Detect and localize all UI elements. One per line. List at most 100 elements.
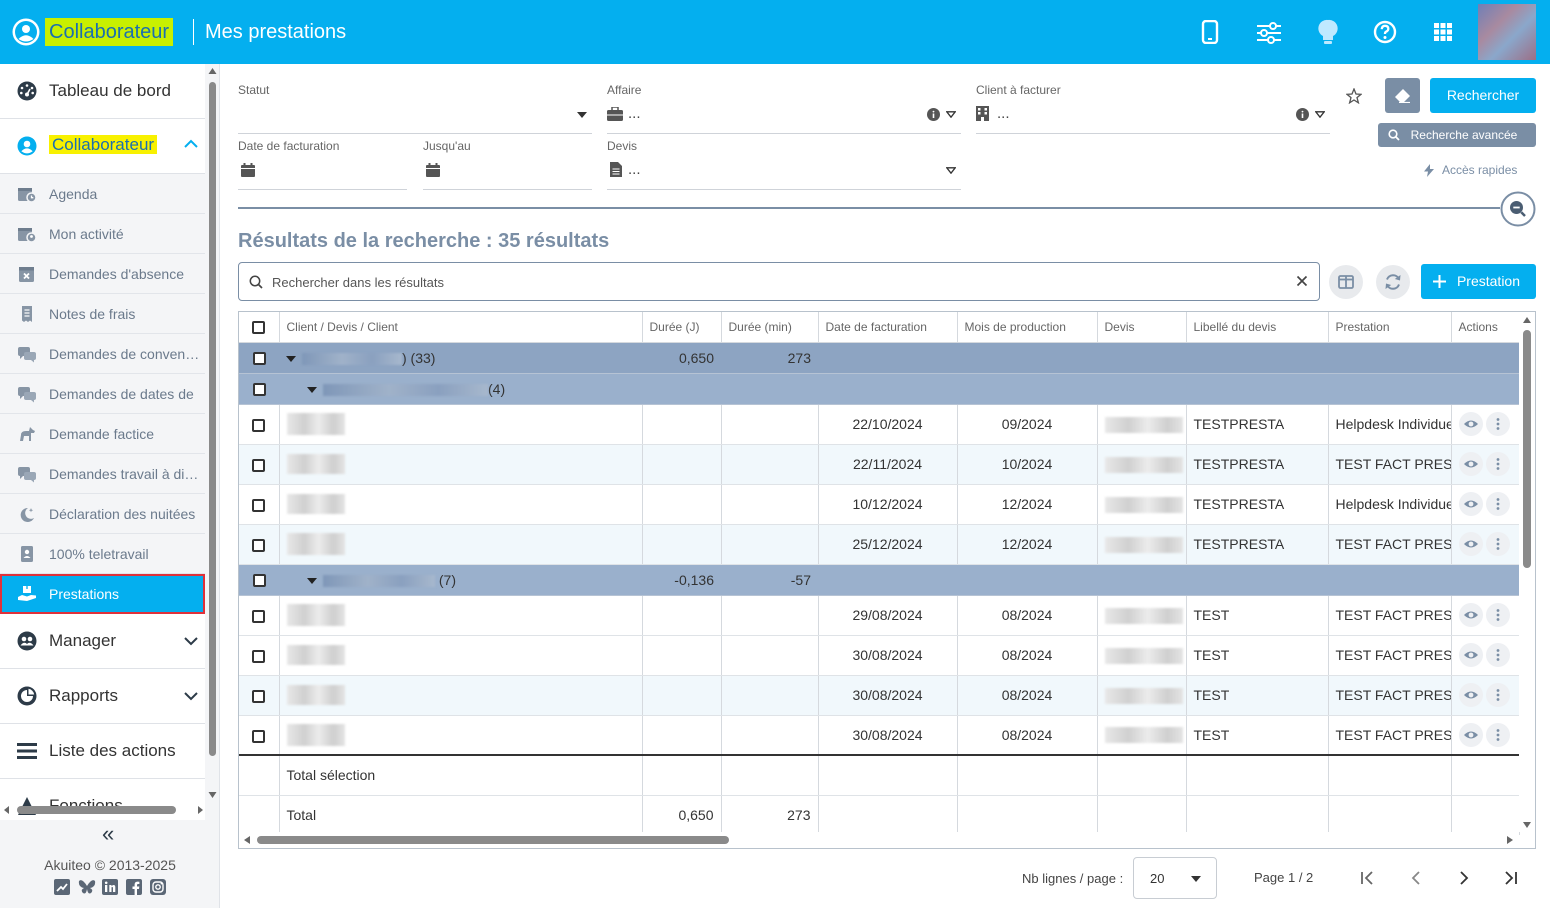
sidebar-item-demandes-absence[interactable]: Demandes d'absence	[0, 254, 205, 294]
row-checkbox-cell[interactable]	[239, 715, 280, 756]
eye-icon[interactable]	[1458, 492, 1483, 516]
chevron-down-icon[interactable]	[184, 636, 198, 646]
row-checkbox-cell[interactable]	[239, 635, 280, 676]
help-icon[interactable]	[1373, 20, 1397, 44]
column-header-devis[interactable]: Devis	[1097, 312, 1187, 343]
client-field[interactable]: ...	[976, 104, 1330, 134]
table-row[interactable]: 29/08/2024 08/2024 TEST TEST FACT PRESTA	[239, 595, 1520, 636]
caret-down-icon[interactable]	[1315, 111, 1325, 118]
avatar[interactable]	[1478, 4, 1536, 60]
close-icon[interactable]	[1296, 275, 1308, 287]
facebook-icon[interactable]	[126, 879, 142, 895]
previous-page-icon[interactable]	[1408, 870, 1424, 886]
collapse-sidebar-button[interactable]: «	[102, 821, 115, 846]
caret-down-icon[interactable]	[286, 355, 296, 362]
table-row[interactable]: 30/08/2024 08/2024 TEST TEST FACT PRESTA	[239, 675, 1520, 716]
lightbulb-icon[interactable]	[1318, 19, 1338, 47]
row-checkbox-cell[interactable]	[239, 342, 279, 374]
eye-icon[interactable]	[1458, 532, 1483, 556]
checkbox[interactable]	[252, 352, 266, 366]
sidebar-item-tableau-de-bord[interactable]: Tableau de bord	[0, 64, 205, 119]
more-vertical-icon[interactable]	[1486, 452, 1511, 476]
chevron-up-icon[interactable]	[184, 139, 198, 149]
checkbox[interactable]	[252, 574, 266, 588]
info-icon[interactable]	[927, 108, 940, 121]
eye-icon[interactable]	[1458, 452, 1483, 476]
select-all-checkbox[interactable]	[239, 312, 280, 343]
more-vertical-icon[interactable]	[1486, 532, 1511, 556]
eye-icon[interactable]	[1458, 722, 1483, 747]
column-header-libelle-devis[interactable]: Libellé du devis	[1186, 312, 1329, 343]
row-checkbox-cell[interactable]	[239, 373, 279, 405]
sidebar-item-mon-activite[interactable]: Mon activité	[0, 214, 205, 254]
sidebar-item-agenda[interactable]: Agenda	[0, 174, 205, 214]
advanced-search-button[interactable]: Recherche avancée	[1378, 123, 1536, 147]
analytics-icon[interactable]	[54, 879, 70, 895]
grid-horizontal-scrollbar[interactable]	[239, 832, 1519, 848]
group-row[interactable]: ) (33) 0,650 273	[239, 342, 1519, 374]
instagram-icon[interactable]	[150, 879, 166, 895]
checkbox[interactable]	[252, 609, 266, 623]
sidebar-item-collaborateur[interactable]: Collaborateur	[0, 119, 205, 174]
checkbox[interactable]	[252, 729, 266, 743]
grid-vertical-scrollbar[interactable]	[1519, 312, 1535, 832]
refresh-button[interactable]	[1376, 265, 1410, 299]
sidebar-item-demandes-travail-distance[interactable]: Demandes travail à distance	[0, 454, 205, 494]
checkbox[interactable]	[252, 418, 266, 432]
bluesky-icon[interactable]	[78, 879, 96, 895]
column-header-prestation[interactable]: Prestation	[1328, 312, 1452, 343]
sidebar-item-demandes-dates[interactable]: Demandes de dates de	[0, 374, 205, 414]
group-label[interactable]: (4)	[279, 373, 642, 405]
sidebar-scrollbar[interactable]	[207, 64, 218, 804]
table-row[interactable]: 25/12/2024 12/2024 TESTPRESTA TEST FACT …	[239, 524, 1520, 565]
sliders-icon[interactable]	[1256, 22, 1282, 44]
eye-icon[interactable]	[1458, 412, 1483, 436]
more-vertical-icon[interactable]	[1486, 492, 1511, 516]
group-label[interactable]: ) (33)	[279, 342, 642, 374]
more-vertical-icon[interactable]	[1486, 603, 1511, 627]
table-row[interactable]: 30/08/2024 08/2024 TEST TEST FACT PRESTA	[239, 635, 1520, 676]
checkbox[interactable]	[252, 320, 266, 334]
table-row[interactable]: 22/10/2024 09/2024 TESTPRESTA Helpdesk I…	[239, 404, 1520, 445]
caret-down-icon[interactable]	[946, 167, 956, 174]
table-row[interactable]: 10/12/2024 12/2024 TESTPRESTA Helpdesk I…	[239, 484, 1520, 525]
linkedin-icon[interactable]	[102, 879, 118, 895]
results-search[interactable]	[238, 262, 1320, 301]
next-page-icon[interactable]	[1456, 870, 1472, 886]
sidebar-item-declaration-nuitees[interactable]: Déclaration des nuitées	[0, 494, 205, 534]
checkbox[interactable]	[252, 383, 266, 397]
sidebar-item-demandes-convention[interactable]: Demandes de convention	[0, 334, 205, 374]
more-vertical-icon[interactable]	[1486, 683, 1511, 707]
collapse-filters-button[interactable]	[1500, 191, 1536, 227]
sidebar-item-notes-de-frais[interactable]: Notes de frais	[0, 294, 205, 334]
statut-select[interactable]	[238, 104, 592, 134]
column-header-mois-production[interactable]: Mois de production	[957, 312, 1098, 343]
table-row[interactable]: 22/11/2024 10/2024 TESTPRESTA TEST FACT …	[239, 444, 1520, 485]
sidebar-item-rapports[interactable]: Rapports	[0, 669, 205, 724]
sidebar-item-teletravail[interactable]: 100% teletravail	[0, 534, 205, 574]
checkbox[interactable]	[252, 458, 266, 472]
checkbox[interactable]	[252, 538, 266, 552]
jusquau-field[interactable]	[423, 160, 592, 190]
column-header-date-facturation[interactable]: Date de facturation	[818, 312, 958, 343]
affaire-field[interactable]: ...	[607, 104, 961, 134]
row-checkbox-cell[interactable]	[239, 484, 280, 525]
search-button[interactable]: Rechercher	[1430, 78, 1536, 113]
columns-button[interactable]	[1329, 265, 1363, 299]
caret-down-icon[interactable]	[946, 111, 956, 118]
caret-down-icon[interactable]	[307, 386, 317, 393]
more-vertical-icon[interactable]	[1486, 722, 1511, 747]
row-checkbox-cell[interactable]	[239, 564, 279, 596]
table-row[interactable]: 30/08/2024 08/2024 TEST TEST FACT PRESTA	[239, 715, 1520, 756]
checkbox[interactable]	[252, 498, 266, 512]
date-facturation-field[interactable]	[238, 160, 407, 190]
quick-access-link[interactable]: Accès rapides	[1442, 163, 1518, 177]
row-checkbox-cell[interactable]	[239, 444, 280, 485]
user-circle-icon[interactable]	[11, 17, 41, 47]
group-row[interactable]: (4)	[239, 373, 1519, 405]
chevron-down-icon[interactable]	[184, 691, 198, 701]
first-page-icon[interactable]	[1359, 870, 1375, 886]
row-checkbox-cell[interactable]	[239, 404, 280, 445]
sidebar-horizontal-scrollbar[interactable]	[0, 802, 207, 818]
more-vertical-icon[interactable]	[1486, 412, 1511, 436]
